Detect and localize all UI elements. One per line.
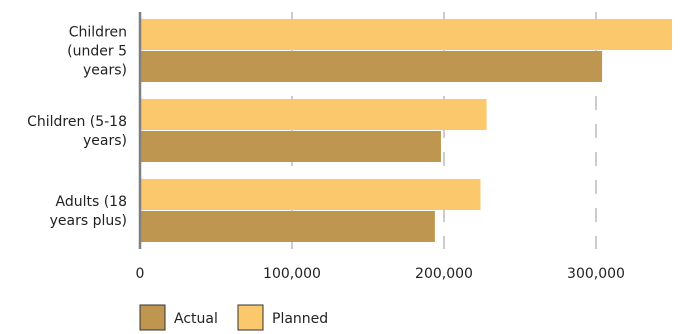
- bar-planned-0: [140, 19, 672, 50]
- bar-actual-0: [140, 51, 603, 82]
- category-label-line: years): [83, 63, 127, 79]
- x-tick-label-3: 300,000: [567, 266, 625, 282]
- category-labels: Children (under 5 years) Children (5-18 year…: [27, 25, 127, 230]
- category-label-line: Children: [69, 25, 127, 41]
- bars: [140, 19, 672, 242]
- category-label-line: years): [83, 133, 127, 149]
- legend-swatch-planned: [237, 304, 264, 331]
- bar-planned-2: [140, 179, 481, 210]
- x-tick-label-0: 0: [136, 266, 145, 282]
- category-label-line: Children (5-18: [27, 114, 127, 130]
- x-tick-label-2: 200,000: [415, 266, 473, 282]
- bar-actual-1: [140, 131, 441, 162]
- legend: Actual Planned: [139, 304, 328, 331]
- category-label-line: (under 5: [67, 44, 127, 60]
- category-label-2: Adults (18 years plus): [50, 194, 127, 229]
- category-label-line: years plus): [50, 213, 127, 229]
- legend-swatch-actual: [139, 304, 166, 331]
- legend-label-planned: Planned: [272, 311, 328, 327]
- bar-planned-1: [140, 99, 487, 130]
- category-label-1: Children (5-18 years): [27, 114, 127, 149]
- legend-label-actual: Actual: [174, 311, 218, 327]
- bar-actual-2: [140, 211, 435, 242]
- x-tick-label-1: 100,000: [263, 266, 321, 282]
- x-tick-labels: 0 100,000 200,000 300,000: [136, 266, 625, 282]
- category-label-line: Adults (18: [56, 194, 128, 210]
- category-label-0: Children (under 5 years): [67, 25, 127, 79]
